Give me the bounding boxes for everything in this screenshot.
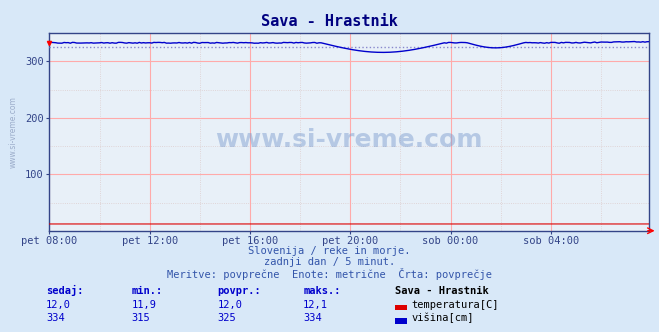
Text: zadnji dan / 5 minut.: zadnji dan / 5 minut.	[264, 257, 395, 267]
Text: sedaj:: sedaj:	[46, 285, 84, 296]
Text: Slovenija / reke in morje.: Slovenija / reke in morje.	[248, 246, 411, 256]
Text: 12,0: 12,0	[217, 300, 243, 310]
Text: 334: 334	[303, 313, 322, 323]
Text: 12,0: 12,0	[46, 300, 71, 310]
Text: povpr.:: povpr.:	[217, 286, 261, 296]
Text: 334: 334	[46, 313, 65, 323]
Text: maks.:: maks.:	[303, 286, 341, 296]
Text: Sava - Hrastnik: Sava - Hrastnik	[395, 286, 489, 296]
Text: www.si-vreme.com: www.si-vreme.com	[215, 128, 483, 152]
Text: 325: 325	[217, 313, 236, 323]
Text: Sava - Hrastnik: Sava - Hrastnik	[261, 14, 398, 29]
Text: www.si-vreme.com: www.si-vreme.com	[9, 96, 18, 168]
Text: 11,9: 11,9	[132, 300, 157, 310]
Text: 12,1: 12,1	[303, 300, 328, 310]
Text: višina[cm]: višina[cm]	[412, 313, 474, 323]
Text: temperatura[C]: temperatura[C]	[412, 300, 500, 310]
Text: min.:: min.:	[132, 286, 163, 296]
Text: 315: 315	[132, 313, 150, 323]
Text: Meritve: povprečne  Enote: metrične  Črta: povprečje: Meritve: povprečne Enote: metrične Črta:…	[167, 268, 492, 280]
